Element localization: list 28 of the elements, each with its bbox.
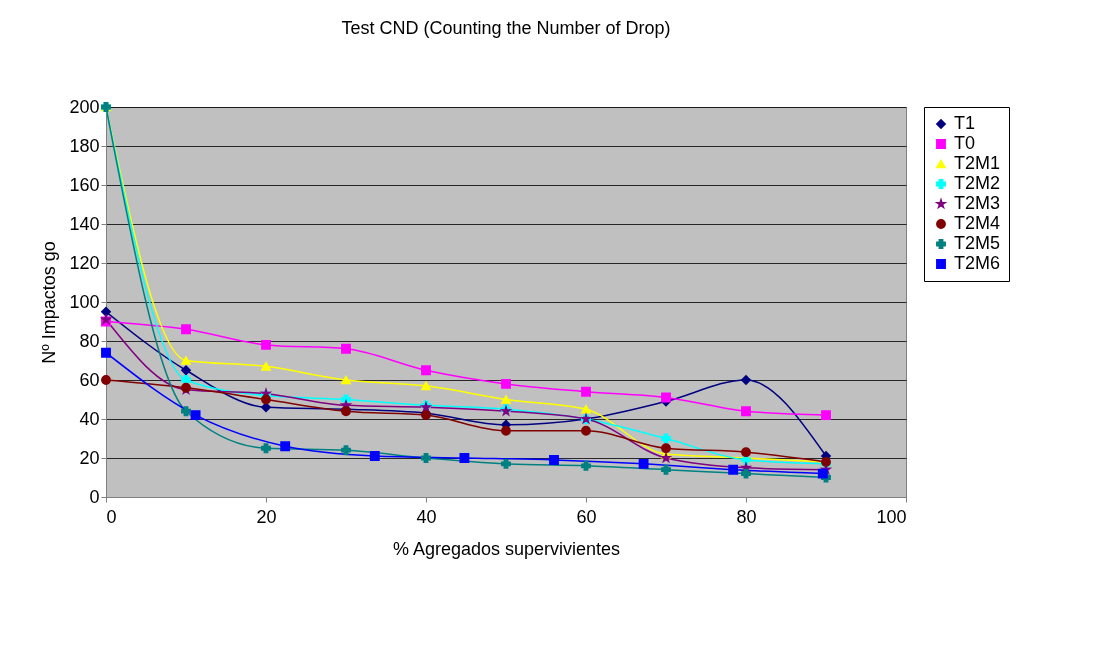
x-axis-title: % Agregados supervivientes bbox=[392, 538, 621, 559]
chart-title: Test CND (Counting the Number of Drop) bbox=[341, 18, 671, 38]
x-tick-label: 100 bbox=[876, 506, 907, 527]
y-tick-label: 0 bbox=[89, 486, 100, 507]
legend-label: T1 bbox=[954, 113, 976, 133]
legend-label: T2M2 bbox=[954, 173, 1001, 193]
y-tick-label: 60 bbox=[79, 369, 100, 390]
x-tick-label: 20 bbox=[256, 506, 277, 527]
legend-label: T2M3 bbox=[954, 193, 1001, 213]
x-tick-label: 40 bbox=[416, 506, 437, 527]
x-tick-label: 80 bbox=[736, 506, 757, 527]
legend-label: T2M5 bbox=[954, 233, 1001, 253]
y-tick-label: 120 bbox=[69, 252, 100, 273]
y-tick-label: 200 bbox=[69, 96, 100, 117]
x-tick-label: 0 bbox=[106, 506, 117, 527]
y-tick-label: 100 bbox=[69, 291, 100, 312]
legend-label: T2M4 bbox=[954, 213, 1001, 233]
x-tick-label: 60 bbox=[576, 506, 597, 527]
y-tick-label: 20 bbox=[79, 447, 100, 468]
y-tick-label: 180 bbox=[69, 135, 100, 156]
legend-label: T0 bbox=[954, 133, 976, 153]
y-tick-label: 140 bbox=[69, 213, 100, 234]
legend-label: T2M1 bbox=[954, 153, 1001, 173]
y-axis-title: Nº Impactos go bbox=[39, 241, 60, 364]
y-tick-label: 160 bbox=[69, 174, 100, 195]
y-tick-label: 80 bbox=[79, 330, 100, 351]
y-tick-label: 40 bbox=[79, 408, 100, 429]
legend-label: T2M6 bbox=[954, 253, 1001, 273]
